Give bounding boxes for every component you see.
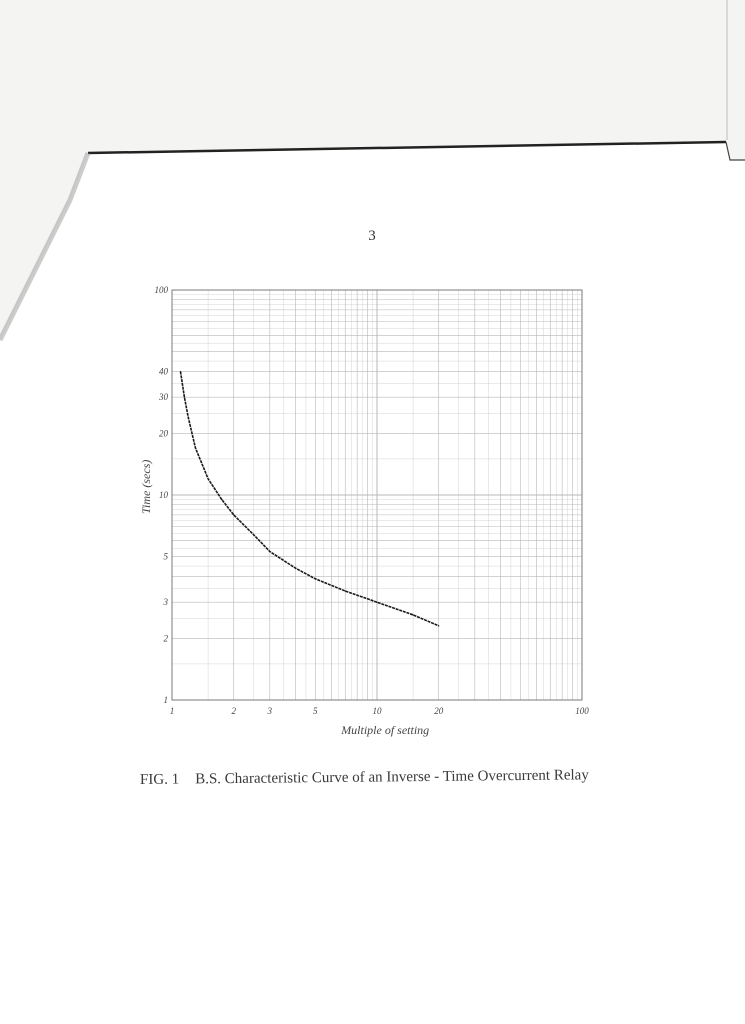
y-tick-label: 40: [159, 367, 169, 377]
x-tick-label: 5: [313, 706, 318, 716]
x-tick-label: 2: [231, 706, 236, 716]
series-point: [412, 614, 414, 616]
series-point: [207, 478, 209, 480]
figure-caption-text: B.S. Characteristic Curve of an Inverse …: [195, 767, 589, 788]
sheet-corner: [725, 141, 745, 161]
series-point: [269, 550, 271, 553]
series-point: [314, 578, 316, 580]
x-tick-label: 10: [373, 706, 383, 716]
series-point: [194, 447, 196, 449]
series-point: [233, 514, 235, 516]
x-tick-label: 100: [575, 706, 589, 716]
y-tick-label: 20: [159, 428, 169, 438]
y-axis-title: Time (secs): [139, 460, 153, 514]
series-point: [294, 567, 297, 569]
relay-characteristic-chart: 1 2 3 5 10 20 100 1 2 3 5 10 20 30 40 100 Multiple of …: [139, 285, 590, 737]
x-tick-label: 1: [170, 706, 175, 716]
series-point: [438, 625, 440, 627]
series-point: [187, 416, 189, 418]
series-point: [221, 498, 223, 501]
x-tick-labels: 1 2 3 5 10 20 100: [170, 706, 590, 716]
y-tick-labels: 1 2 3 5 10 20 30 40 100: [155, 285, 169, 705]
series-point: [376, 601, 378, 603]
figure-label: FIG. 1: [139, 771, 180, 788]
y-tick-label: 3: [163, 597, 169, 607]
y-tick-label: 2: [164, 633, 169, 643]
y-tick-label: 1: [164, 695, 169, 705]
page-number: 3: [368, 228, 376, 244]
sheet-top-edge: [87, 140, 727, 155]
sheet-fold-edge: [0, 152, 91, 342]
y-tick-label: 100: [155, 285, 169, 295]
curve-layer: [179, 370, 440, 627]
x-axis-title: Multiple of setting: [340, 723, 429, 737]
series-point: [344, 590, 346, 592]
series-point: [183, 396, 186, 398]
grid: [171, 289, 583, 701]
y-tick-label: 30: [158, 392, 169, 402]
x-tick-label: 3: [267, 706, 273, 716]
series-point: [252, 534, 255, 536]
plot-frame: [171, 289, 583, 701]
y-tick-label: 5: [164, 552, 169, 562]
x-tick-label: 20: [434, 706, 444, 716]
series-point: [179, 370, 182, 373]
y-tick-label: 10: [159, 490, 169, 500]
